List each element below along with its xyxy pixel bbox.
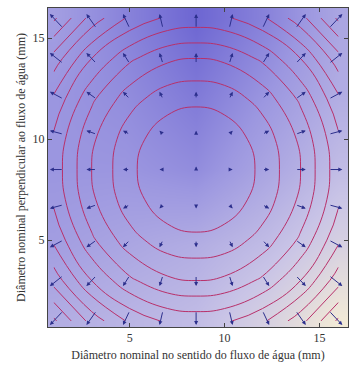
svg-text:15: 15	[314, 331, 326, 345]
svg-text:15: 15	[33, 31, 45, 45]
svg-text:10: 10	[219, 331, 231, 345]
svg-text:5: 5	[127, 331, 133, 345]
svg-text:10: 10	[33, 132, 45, 146]
svg-text:Diâmetro nominal perpendicular: Diâmetro nominal perpendicular ao fluxo …	[14, 33, 28, 302]
svg-text:Diâmetro nominal no sentido do: Diâmetro nominal no sentido do fluxo de …	[71, 348, 324, 362]
svg-text:5: 5	[39, 233, 45, 247]
